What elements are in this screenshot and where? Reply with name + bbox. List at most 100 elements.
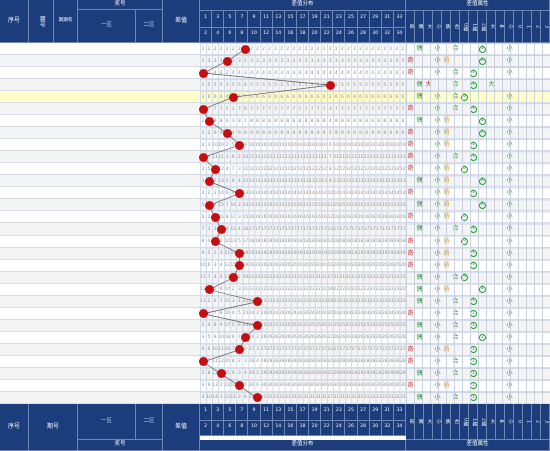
dist-col-bottom: 32 bbox=[381, 27, 394, 43]
row-zone2 bbox=[136, 344, 163, 356]
row-zone2 bbox=[136, 392, 163, 404]
dist-col-top: 5 bbox=[224, 404, 237, 421]
attr-label: 2 bbox=[532, 11, 541, 43]
dist-col-top: 21 bbox=[321, 11, 334, 28]
dist-col-bottom: 8 bbox=[236, 420, 249, 436]
row-period bbox=[29, 332, 78, 344]
attr-label: 0 bbox=[514, 404, 523, 440]
row-zone1 bbox=[78, 368, 136, 380]
row-zone1 bbox=[78, 284, 136, 296]
attr-label: 3 bbox=[541, 404, 550, 440]
diff-ball bbox=[234, 140, 244, 150]
dist-col-top: 19 bbox=[309, 11, 322, 28]
row-diff bbox=[163, 392, 200, 404]
row-zone1 bbox=[78, 139, 136, 151]
row-diff bbox=[163, 175, 200, 187]
row-diff bbox=[163, 43, 200, 55]
attr-label: 质 bbox=[442, 11, 451, 43]
row-zone1 bbox=[78, 344, 136, 356]
attr-label: 1 bbox=[523, 404, 532, 440]
row-seq bbox=[0, 187, 29, 199]
header-period-label: 期号 bbox=[38, 15, 45, 27]
row-diff bbox=[163, 67, 200, 79]
row-diff bbox=[163, 115, 200, 127]
row-zone2 bbox=[136, 79, 163, 91]
row-seq bbox=[0, 368, 29, 380]
row-zone2 bbox=[136, 223, 163, 235]
dist-col-bottom: 2 bbox=[200, 420, 213, 436]
row-zone1 bbox=[78, 199, 136, 211]
row-diff bbox=[163, 103, 200, 115]
dist-col-top: 5 bbox=[224, 11, 237, 28]
row-diff bbox=[163, 55, 200, 67]
attr-label: 1 bbox=[523, 11, 532, 43]
attr-label: 偶 bbox=[415, 404, 424, 440]
row-period bbox=[29, 236, 78, 248]
diff-ball bbox=[253, 297, 263, 307]
row-zone2 bbox=[136, 67, 163, 79]
header-zone1: 一区 bbox=[78, 10, 136, 43]
footer-period: 期号 bbox=[29, 404, 78, 451]
dist-col-bottom: 6 bbox=[224, 420, 237, 436]
dist-col-top: 13 bbox=[272, 11, 285, 28]
row-seq bbox=[0, 223, 29, 235]
row-zone2 bbox=[136, 127, 163, 139]
row-seq bbox=[0, 332, 29, 344]
attr-label: 合 bbox=[451, 11, 460, 43]
dist-col-top: 25 bbox=[345, 11, 358, 28]
header-period[interactable]: 期号 bbox=[29, 0, 54, 43]
diff-ball bbox=[204, 116, 214, 126]
diff-ball bbox=[204, 200, 214, 210]
row-zone2 bbox=[136, 139, 163, 151]
diff-ball bbox=[210, 237, 220, 247]
row-seq bbox=[0, 103, 29, 115]
row-period bbox=[29, 344, 78, 356]
header-period-sub[interactable]: 期期有 bbox=[54, 0, 78, 43]
row-zone1 bbox=[78, 175, 136, 187]
row-zone2 bbox=[136, 248, 163, 260]
row-seq bbox=[0, 79, 29, 91]
diff-ball bbox=[204, 176, 214, 186]
row-zone1 bbox=[78, 332, 136, 344]
diff-ball bbox=[228, 92, 238, 102]
attr-label: 1路 bbox=[469, 404, 478, 440]
header-zone2: 二区 bbox=[136, 10, 163, 43]
dist-col-bottom: 4 bbox=[212, 420, 225, 436]
row-period bbox=[29, 284, 78, 296]
row-diff bbox=[163, 368, 200, 380]
row-period bbox=[29, 127, 78, 139]
diff-ball bbox=[222, 56, 232, 66]
attr-label: 1路 bbox=[469, 11, 478, 43]
row-zone2 bbox=[136, 296, 163, 308]
row-period bbox=[29, 211, 78, 223]
dist-col-top: 33 bbox=[393, 11, 406, 28]
row-diff bbox=[163, 199, 200, 211]
attr-label: 大 bbox=[487, 11, 496, 43]
row-seq bbox=[0, 43, 29, 55]
attr-label: 奇 bbox=[406, 11, 415, 43]
footer-seq: 序号 bbox=[0, 404, 29, 451]
row-seq bbox=[0, 175, 29, 187]
row-seq bbox=[0, 115, 29, 127]
row-zone2 bbox=[136, 103, 163, 115]
row-period bbox=[29, 151, 78, 163]
attr-label: 偶 bbox=[415, 11, 424, 43]
dist-col-top: 23 bbox=[333, 11, 346, 28]
row-period bbox=[29, 368, 78, 380]
attr-label: 大 bbox=[487, 404, 496, 440]
dist-col-top: 27 bbox=[357, 404, 370, 421]
row-diff bbox=[163, 284, 200, 296]
row-period bbox=[29, 199, 78, 211]
row-diff bbox=[163, 248, 200, 260]
row-diff bbox=[163, 139, 200, 151]
header-attributes: 差值属性 bbox=[406, 0, 550, 11]
dist-col-top: 17 bbox=[296, 404, 310, 421]
attr-label: 大 bbox=[424, 404, 433, 440]
dist-col-bottom: 2 bbox=[200, 27, 213, 43]
row-seq bbox=[0, 356, 29, 368]
header-diff: 差值 bbox=[163, 0, 200, 43]
row-seq bbox=[0, 272, 29, 284]
row-diff bbox=[163, 260, 200, 272]
dist-col-bottom: 28 bbox=[357, 27, 370, 43]
